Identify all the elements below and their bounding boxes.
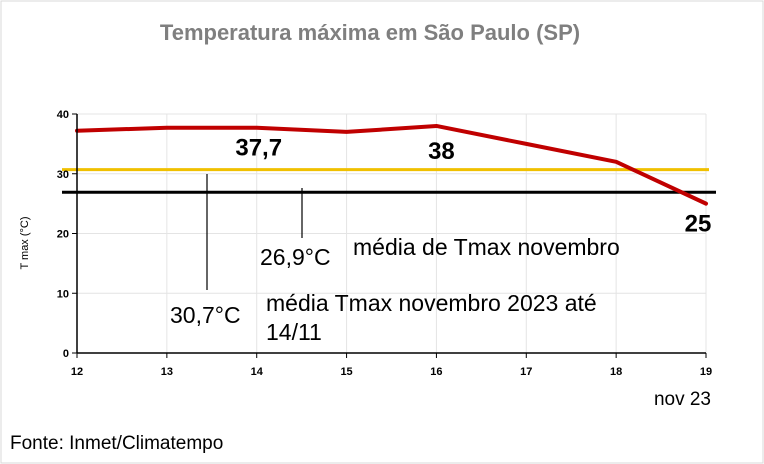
data-point — [345, 130, 349, 134]
y-tick-label: 20 — [57, 229, 69, 241]
reference-lines: 30,7°C média Tmax novembro 2023 até 14/11 2… — [62, 168, 716, 345]
x-axis-unit-label: nov 23 — [654, 389, 711, 410]
data-label: 37,7 — [235, 135, 282, 162]
data-point — [255, 126, 259, 130]
data-point — [165, 126, 169, 130]
x-tick-label: 14 — [251, 366, 264, 378]
data-point — [704, 202, 708, 206]
reference-description-label: 14/11 — [266, 319, 322, 345]
y-tick-label: 30 — [57, 169, 69, 181]
data-label: 25 — [685, 211, 712, 238]
y-tick-label: 0 — [63, 348, 69, 360]
reference-description-label: média Tmax novembro 2023 até — [266, 290, 597, 316]
reference-description-label: média de Tmax novembro — [353, 234, 620, 260]
x-tick-label: 18 — [610, 366, 622, 378]
data-label: 38 — [428, 138, 455, 165]
x-tick-label: 17 — [520, 366, 532, 378]
x-tick-label: 12 — [71, 366, 83, 378]
x-tick-label: 13 — [161, 366, 173, 378]
source-note: Fonte: Inmet/Climatempo — [10, 433, 223, 454]
axes: 12 13 14 15 16 17 18 19 0 10 20 30 40 — [57, 109, 712, 378]
x-tick-label: 19 — [700, 366, 712, 378]
data-point — [434, 124, 438, 128]
y-tick-label: 10 — [57, 288, 69, 300]
series-line — [75, 123, 708, 206]
x-tick-label: 16 — [430, 366, 442, 378]
y-tick-label: 40 — [57, 109, 69, 121]
reference-value-label: 26,9°C — [260, 244, 331, 270]
reference-value-label: 30,7°C — [170, 302, 241, 328]
chart-title: Temperatura máxima em São Paulo (SP) — [160, 20, 580, 45]
x-tick-label: 15 — [340, 366, 352, 378]
data-point — [614, 160, 618, 164]
y-axis-label: T max (°C) — [19, 216, 31, 269]
data-point — [524, 142, 528, 146]
data-labels: 37,7 38 25 — [235, 135, 711, 238]
